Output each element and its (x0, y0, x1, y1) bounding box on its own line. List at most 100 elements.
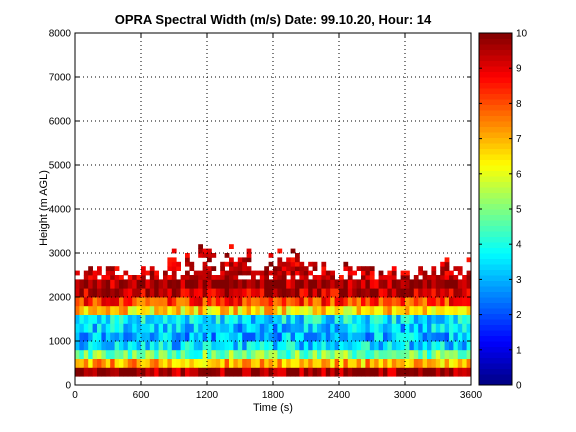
heatmap-cell (277, 248, 283, 254)
heatmap-cell (325, 288, 331, 298)
heatmap-cell (387, 332, 393, 342)
heatmap-cell (83, 367, 89, 377)
heatmap-cell (198, 323, 203, 333)
heatmap-cell (207, 314, 212, 324)
heatmap-cell (185, 288, 190, 298)
heatmap-cell (198, 275, 203, 280)
heatmap-cell (259, 270, 265, 276)
heatmap-cell (154, 288, 159, 298)
heatmap-cell (352, 332, 357, 342)
heatmap-cell (79, 349, 85, 359)
heatmap-cell (418, 358, 423, 368)
heatmap-cell (123, 323, 129, 333)
heatmap-cell (453, 288, 459, 298)
heatmap-cell (193, 314, 199, 324)
heatmap-cell (400, 270, 406, 276)
heatmap-cell (295, 261, 300, 267)
heatmap-cell (132, 314, 137, 324)
heatmap-cell (400, 305, 406, 315)
heatmap-cell (405, 305, 410, 315)
heatmap-cell (189, 367, 195, 377)
heatmap-cell (123, 305, 129, 315)
heatmap-cell (255, 341, 261, 351)
heatmap-cell (273, 275, 278, 280)
heatmap-cell (365, 358, 371, 368)
heatmap-cell (167, 332, 173, 342)
heatmap-cell (132, 358, 137, 368)
colorbar-swatch (479, 71, 512, 78)
colorbar-swatch (479, 77, 512, 83)
heatmap-cell (281, 341, 287, 351)
heatmap-cell (369, 349, 375, 359)
heatmap-cell (317, 323, 322, 333)
heatmap-cell (347, 270, 353, 276)
heatmap-cell (352, 297, 357, 307)
heatmap-cell (440, 358, 445, 368)
heatmap-cell (202, 358, 208, 368)
heatmap-cell (259, 332, 265, 342)
heatmap-cell (308, 349, 313, 359)
heatmap-cell (158, 349, 164, 359)
heatmap-cell (97, 367, 102, 377)
heatmap-cell (176, 367, 181, 377)
heatmap-cell (180, 349, 186, 359)
heatmap-cell (383, 279, 388, 289)
heatmap-cell (202, 349, 208, 359)
heatmap-cell (202, 341, 208, 351)
heatmap-cell (400, 314, 406, 324)
heatmap-cell (290, 279, 296, 289)
heatmap-cell (202, 323, 208, 333)
heatmap-cell (356, 297, 362, 307)
heatmap-cell (308, 270, 313, 276)
heatmap-cell (229, 275, 234, 280)
heatmap-cell (185, 341, 190, 351)
colorbar-swatch (479, 264, 512, 270)
heatmap-cell (259, 323, 265, 333)
heatmap-cell (92, 270, 98, 276)
heatmap-cell (189, 314, 195, 324)
heatmap-cell (369, 367, 375, 377)
heatmap-cell (422, 305, 428, 315)
x-tick-label: 2400 (328, 390, 351, 401)
heatmap-cell (211, 266, 217, 271)
heatmap-cell (92, 305, 98, 315)
heatmap-cell (365, 270, 371, 276)
heatmap-cell (466, 297, 472, 307)
colorbar-swatch (479, 352, 512, 358)
heatmap-cell (141, 367, 146, 377)
heatmap-cell (229, 244, 234, 249)
heatmap-cell (383, 358, 388, 368)
heatmap-cell (97, 297, 102, 307)
heatmap-cell (123, 367, 129, 377)
heatmap-cell (198, 244, 203, 249)
heatmap-cell (449, 275, 454, 280)
heatmap-cell (105, 297, 111, 307)
x-tick-label: 1200 (196, 390, 219, 401)
heatmap-cell (418, 305, 423, 315)
heatmap-cell (233, 270, 239, 276)
heatmap-cell (246, 358, 252, 368)
colorbar-swatch (479, 176, 512, 182)
heatmap-cell (369, 341, 375, 351)
heatmap-cell (251, 305, 256, 315)
heatmap-cell (303, 270, 309, 276)
heatmap-cell (418, 367, 423, 377)
heatmap-cell (136, 323, 142, 333)
heatmap-cell (396, 341, 401, 351)
heatmap-cell (286, 257, 291, 263)
heatmap-cell (176, 266, 181, 271)
heatmap-cell (409, 305, 415, 315)
y-tick-label: 3000 (49, 249, 72, 260)
heatmap-cell (361, 349, 366, 359)
heatmap-cell (154, 297, 159, 307)
heatmap-cell (220, 279, 225, 289)
colorbar-swatch (479, 55, 512, 61)
heatmap-cell (220, 275, 225, 280)
heatmap-cell (277, 349, 283, 359)
heatmap-cell (207, 253, 212, 258)
heatmap-cell (237, 261, 243, 267)
heatmap-cell (290, 275, 296, 280)
colorbar-swatch (479, 154, 512, 160)
heatmap-cell (114, 349, 120, 359)
heatmap-cell (330, 270, 335, 276)
